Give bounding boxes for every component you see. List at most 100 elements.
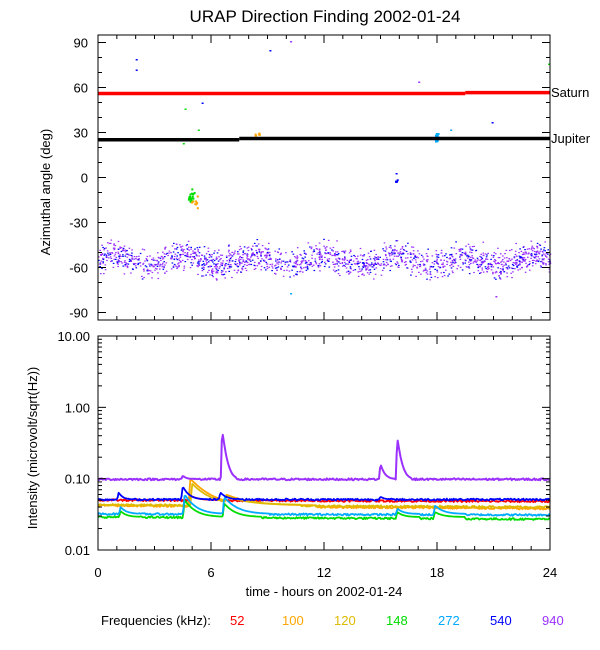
direction-point [422, 256, 424, 258]
direction-point [98, 256, 100, 258]
direction-point [221, 263, 224, 265]
direction-point [126, 256, 129, 258]
direction-point [466, 266, 468, 268]
direction-point [188, 196, 191, 199]
direction-point [207, 261, 210, 263]
direction-point [296, 263, 299, 265]
direction-point [248, 259, 251, 261]
direction-point [192, 250, 194, 252]
direction-point [211, 271, 213, 273]
direction-point [384, 254, 387, 256]
direction-point [495, 296, 498, 298]
direction-point [526, 265, 529, 267]
direction-point [157, 256, 160, 258]
direction-point [450, 253, 452, 256]
direction-point [363, 264, 365, 266]
direction-point [280, 252, 282, 254]
direction-point [388, 246, 391, 248]
direction-point [407, 242, 409, 244]
direction-point [337, 269, 340, 271]
direction-point [146, 268, 149, 270]
direction-point [448, 273, 451, 275]
direction-point [187, 240, 190, 242]
direction-point [449, 258, 452, 260]
direction-point [402, 252, 404, 254]
direction-point [395, 264, 398, 266]
direction-point [356, 263, 359, 265]
direction-point [224, 265, 226, 267]
direction-point [361, 255, 364, 257]
direction-point [159, 268, 161, 270]
direction-point [228, 267, 231, 269]
direction-point [360, 270, 363, 272]
direction-point [221, 274, 223, 276]
direction-point [347, 270, 350, 272]
direction-point [427, 248, 429, 250]
direction-point [478, 266, 481, 268]
direction-point [399, 251, 402, 253]
direction-point [242, 265, 245, 267]
direction-point [454, 260, 456, 262]
direction-point [541, 254, 544, 256]
direction-point [256, 245, 258, 247]
time-x-axis-label: time - hours on 2002-01-24 [246, 584, 403, 599]
direction-point [454, 258, 457, 260]
direction-point [120, 261, 122, 263]
direction-point [298, 264, 301, 266]
direction-point [126, 263, 128, 265]
direction-point [465, 245, 467, 247]
direction-point [307, 263, 310, 265]
direction-point [236, 263, 239, 265]
direction-point [135, 69, 138, 71]
direction-point [257, 243, 260, 245]
direction-point [107, 257, 110, 259]
direction-point [477, 264, 479, 266]
direction-point [268, 242, 270, 244]
direction-point [184, 108, 187, 110]
direction-point [403, 261, 406, 263]
direction-point [426, 278, 428, 280]
direction-point [177, 252, 179, 254]
direction-point [363, 254, 366, 256]
direction-point [212, 258, 215, 260]
direction-point [339, 262, 341, 264]
direction-point [256, 251, 258, 253]
direction-point [385, 265, 388, 267]
direction-point [453, 259, 456, 261]
direction-point [194, 252, 197, 255]
direction-point [544, 250, 546, 252]
direction-point [148, 263, 150, 265]
direction-point [304, 266, 307, 268]
direction-point [437, 262, 439, 264]
direction-point [321, 255, 323, 257]
direction-point [105, 255, 108, 257]
direction-point [414, 254, 417, 257]
direction-point [228, 259, 231, 261]
direction-point [369, 271, 372, 273]
direction-point [119, 246, 121, 248]
direction-point [138, 258, 141, 260]
direction-point [239, 262, 241, 264]
intensity-x-tick-label: 24 [543, 565, 557, 580]
direction-point [365, 265, 368, 267]
direction-point [470, 259, 473, 261]
direction-point [436, 256, 438, 258]
direction-point [162, 251, 164, 253]
direction-point [361, 268, 363, 270]
direction-point [195, 254, 198, 256]
direction-point [262, 259, 265, 261]
direction-point [163, 266, 165, 268]
direction-point [179, 254, 181, 257]
direction-point [276, 269, 278, 271]
direction-point [256, 253, 258, 255]
direction-point [459, 256, 461, 258]
direction-point [257, 248, 260, 250]
direction-point [506, 267, 509, 269]
direction-point [203, 255, 206, 257]
direction-point [232, 254, 235, 256]
direction-point [451, 256, 454, 258]
series-272-khz [97, 494, 551, 517]
direction-point [246, 247, 249, 249]
direction-point [452, 262, 454, 264]
direction-point [513, 257, 516, 259]
